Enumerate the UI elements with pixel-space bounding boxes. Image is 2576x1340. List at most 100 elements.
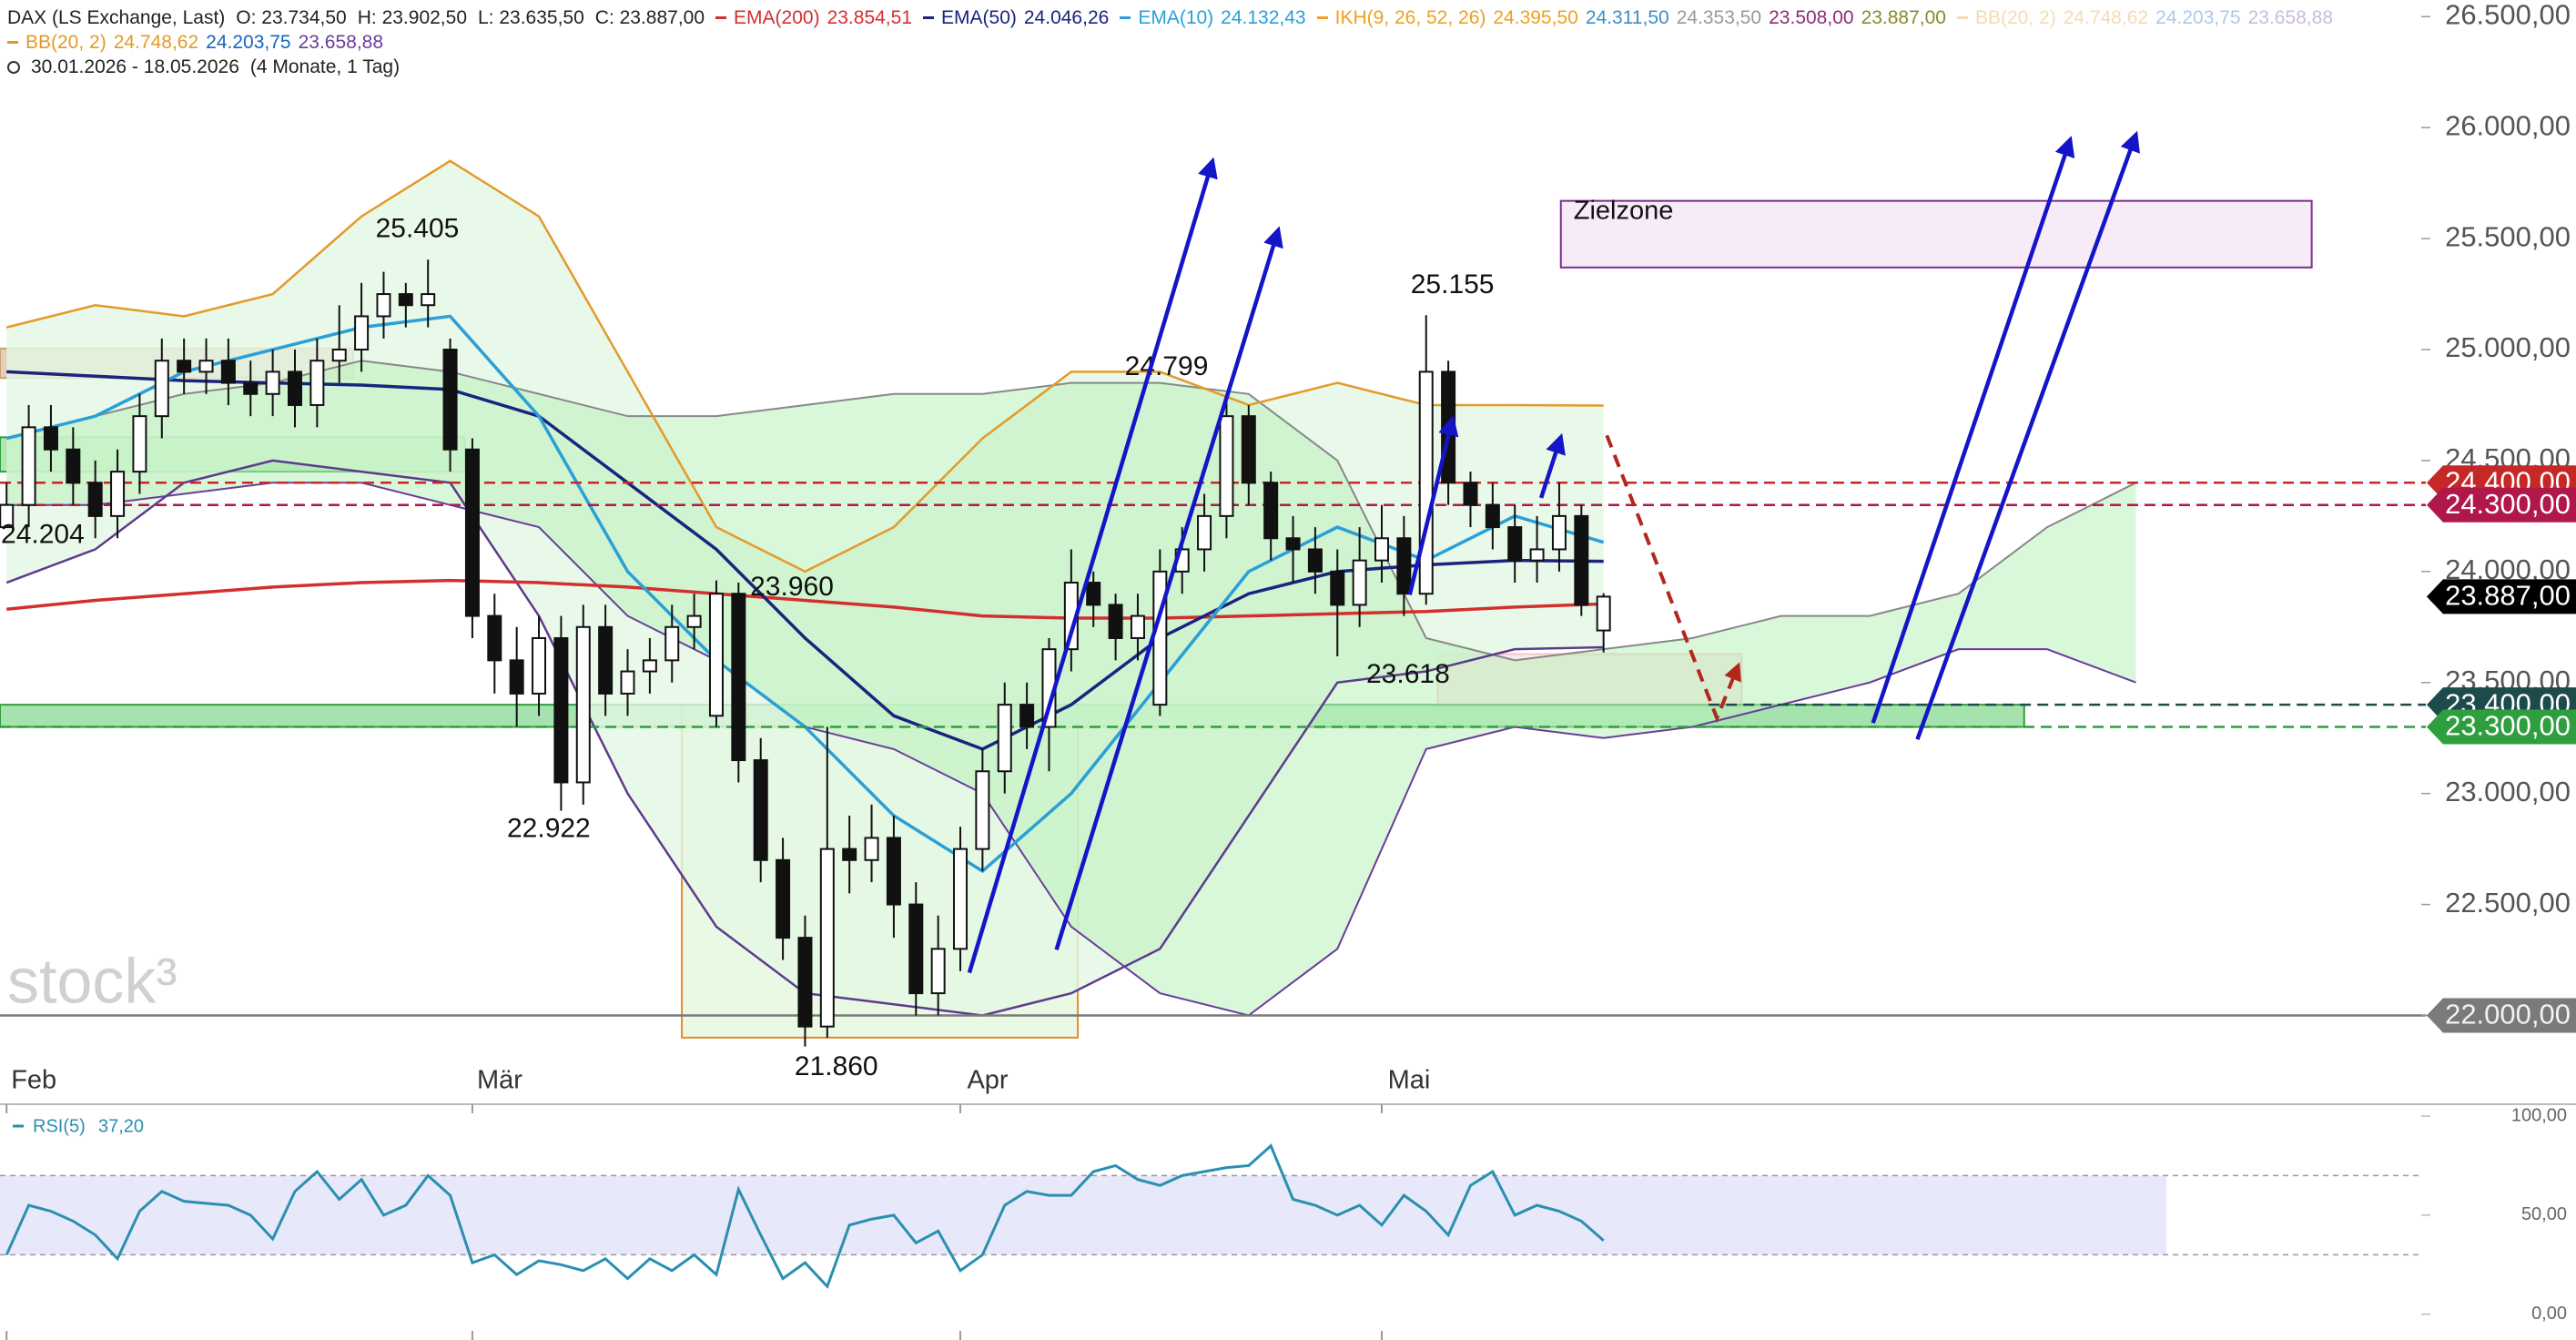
price-annotation: 23.618 <box>1366 659 1450 689</box>
price-badge-label: 22.000,00 <box>2445 999 2571 1030</box>
candle-body <box>421 293 436 307</box>
candle-body <box>43 426 58 451</box>
legend-value: 23.658,88 <box>2247 7 2334 28</box>
candle-body <box>464 448 480 617</box>
candle-body <box>1374 537 1390 562</box>
legend-value: 24.748,62 <box>113 32 199 53</box>
candle-body <box>177 360 192 373</box>
legend-name: EMA(50) <box>941 7 1017 28</box>
candle-body <box>1086 582 1101 606</box>
y-tick-label: 22.500,00 <box>2445 887 2571 919</box>
legend-swatch <box>7 41 18 44</box>
date-range: 30.01.2026 - 18.05.2026 <box>31 56 239 77</box>
rsi-line <box>5 1143 1605 1290</box>
price-badge <box>2427 579 2576 614</box>
arrow <box>1605 434 1741 724</box>
ohlc-value: O: 23.734,50 <box>236 7 347 28</box>
candle-body <box>1219 415 1234 517</box>
legend-name: EMA(10) <box>1138 7 1214 28</box>
candle-body <box>287 371 302 406</box>
legend-swatch <box>1957 16 1968 19</box>
candle-body <box>686 614 702 628</box>
candle-body <box>842 848 857 861</box>
candle-body <box>553 636 569 784</box>
candle-body <box>1197 514 1212 551</box>
candle-body <box>753 759 768 861</box>
rsi-tick-label: 50,00 <box>2521 1204 2567 1224</box>
price-annotation: 25.155 <box>1411 269 1495 299</box>
legend-swatch <box>1120 16 1131 19</box>
candle-body <box>930 948 946 995</box>
candle-body <box>398 293 413 307</box>
ohlc-value: H: 23.902,50 <box>357 7 467 28</box>
legend-row: 30.01.2026 - 18.05.2026 (4 Monate, 1 Tag) <box>7 55 2333 79</box>
symbol: DAX (LS Exchange, Last) <box>7 7 226 28</box>
candle-body <box>908 903 924 995</box>
x-tick-label: Apr <box>967 1066 1008 1095</box>
price-badge-label: 23.887,00 <box>2445 580 2571 612</box>
y-tick-label: 26.000,00 <box>2445 109 2571 141</box>
zone-label: Zielzone <box>1574 196 1674 225</box>
candle-body <box>708 593 724 717</box>
legend-swatch <box>1316 16 1328 19</box>
price-badge <box>2427 487 2576 523</box>
candle-body <box>1130 614 1145 639</box>
candle-body <box>1352 559 1367 606</box>
legend-row: BB(20, 2) 24.748,62 24.203,75 23.658,88 <box>7 30 2333 55</box>
legend-swatch <box>715 16 727 19</box>
arrow <box>1054 226 1283 950</box>
candle-body <box>66 448 81 484</box>
legend-item: EMA(200) 23.854,51 <box>715 5 912 30</box>
legend-item: BB(20, 2) 24.748,62 24.203,75 23.658,88 <box>1957 5 2333 30</box>
legend-swatch <box>923 16 935 19</box>
legend-value: 23.658,88 <box>298 32 384 53</box>
legend-value: 24.132,43 <box>1221 7 1306 28</box>
candle-body <box>309 360 325 406</box>
watermark: stock³ <box>7 945 177 1016</box>
candle-body <box>265 371 280 395</box>
legend-value: 23.887,00 <box>1861 7 1946 28</box>
legend-item: IKH(9, 26, 52, 26) 24.395,50 24.311,50 24.3… <box>1316 5 1946 30</box>
candle-body <box>220 360 236 384</box>
legend-item: BB(20, 2) 24.748,62 24.203,75 23.658,88 <box>7 30 383 55</box>
legend-value: 24.395,50 <box>1493 7 1578 28</box>
legend-value: 24.046,26 <box>1023 7 1110 28</box>
candle-body <box>776 858 791 939</box>
candle-body <box>110 471 126 517</box>
clock-icon <box>7 60 20 74</box>
candle-body <box>1285 537 1301 551</box>
price-annotation: 23.960 <box>750 572 834 602</box>
candle-body <box>1330 570 1345 606</box>
rsi-tick-label: 0,00 <box>2531 1304 2567 1324</box>
rsi-band <box>0 1175 2166 1255</box>
candle-body <box>1241 415 1256 484</box>
candle-body <box>0 503 15 529</box>
candle-body <box>1485 503 1500 529</box>
price-annotation: 24.799 <box>1125 351 1209 381</box>
price-badge <box>2427 998 2576 1033</box>
ohlc-value: L: 23.635,50 <box>478 7 584 28</box>
price-annotation: 21.860 <box>795 1051 878 1081</box>
candle-body <box>243 381 259 395</box>
arrow <box>1871 136 2075 724</box>
candle-body <box>1152 570 1168 706</box>
price-annotation: 24.204 <box>1 519 85 549</box>
candle-body <box>731 593 746 762</box>
legend-value: 24.203,75 <box>206 32 291 53</box>
ohlc-value: C: 23.887,00 <box>594 7 705 28</box>
y-tick-label: 26.500,00 <box>2445 0 2571 30</box>
candle-body <box>1418 371 1434 595</box>
x-tick-label: Feb <box>11 1066 56 1095</box>
candle-body <box>132 415 147 473</box>
candle-body <box>1463 482 1478 506</box>
zone <box>1559 199 2313 269</box>
candle-body <box>664 625 680 662</box>
rsi-tick-label: 100,00 <box>2511 1105 2567 1125</box>
candle-body <box>975 770 990 850</box>
candle-body <box>532 636 547 695</box>
legend-name: BB(20, 2) <box>25 32 106 53</box>
y-tick-label: 25.500,00 <box>2445 220 2571 252</box>
legend-name: IKH(9, 26, 52, 26) <box>1334 7 1486 28</box>
